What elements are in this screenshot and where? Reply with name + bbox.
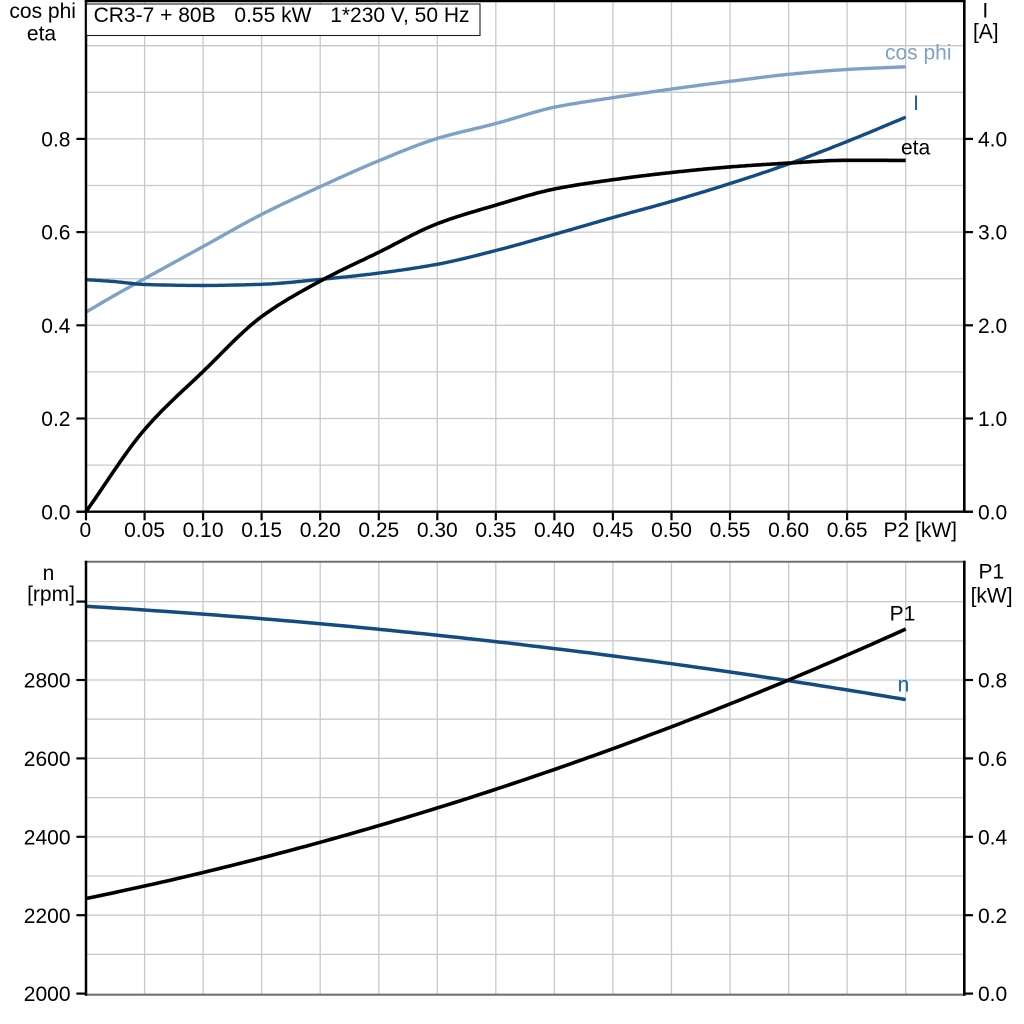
svg-text:2800: 2800 — [24, 670, 71, 693]
svg-text:0.15: 0.15 — [241, 519, 282, 542]
svg-text:0.2: 0.2 — [41, 408, 70, 431]
svg-text:1*230 V, 50 Hz: 1*230 V, 50 Hz — [330, 4, 469, 27]
svg-text:0.4: 0.4 — [41, 315, 71, 338]
svg-text:2000: 2000 — [24, 983, 71, 1006]
svg-text:0.55: 0.55 — [710, 519, 751, 542]
svg-text:CR3-7 + 80B: CR3-7 + 80B — [94, 4, 216, 27]
svg-text:0.25: 0.25 — [358, 519, 399, 542]
svg-text:I: I — [913, 92, 919, 115]
svg-text:0.4: 0.4 — [978, 826, 1008, 849]
svg-text:[rpm]: [rpm] — [27, 583, 75, 606]
svg-text:0.65: 0.65 — [827, 519, 868, 542]
svg-text:eta: eta — [27, 23, 57, 46]
svg-text:0.50: 0.50 — [651, 519, 692, 542]
svg-text:0.8: 0.8 — [978, 670, 1007, 693]
svg-text:0.6: 0.6 — [41, 222, 70, 245]
svg-text:0.0: 0.0 — [978, 983, 1007, 1006]
svg-text:0: 0 — [79, 519, 91, 542]
svg-text:cos phi: cos phi — [9, 0, 76, 23]
svg-text:0.05: 0.05 — [124, 519, 165, 542]
svg-text:0.0: 0.0 — [41, 501, 70, 524]
svg-text:[A]: [A] — [973, 21, 999, 44]
svg-text:1.0: 1.0 — [978, 408, 1007, 431]
svg-text:n: n — [43, 562, 55, 585]
svg-text:0.20: 0.20 — [300, 519, 341, 542]
svg-text:I: I — [982, 0, 988, 23]
svg-text:2200: 2200 — [24, 905, 71, 928]
svg-text:0.6: 0.6 — [978, 748, 1007, 771]
svg-text:2.0: 2.0 — [978, 315, 1007, 338]
svg-text:[kW]: [kW] — [971, 585, 1013, 608]
svg-text:0.8: 0.8 — [41, 129, 70, 152]
svg-text:0.45: 0.45 — [593, 519, 634, 542]
svg-text:cos phi: cos phi — [885, 41, 952, 64]
svg-text:P2 [kW]: P2 [kW] — [883, 519, 957, 542]
svg-text:0.55 kW: 0.55 kW — [234, 4, 311, 27]
svg-text:2600: 2600 — [24, 748, 71, 771]
svg-text:3.0: 3.0 — [978, 222, 1007, 245]
svg-text:P1: P1 — [978, 561, 1004, 584]
svg-text:0.10: 0.10 — [183, 519, 224, 542]
svg-text:0.2: 0.2 — [978, 905, 1007, 928]
svg-text:0.60: 0.60 — [768, 519, 809, 542]
svg-text:0.35: 0.35 — [475, 519, 516, 542]
svg-text:0.40: 0.40 — [534, 519, 575, 542]
svg-text:4.0: 4.0 — [978, 129, 1007, 152]
svg-text:0.30: 0.30 — [417, 519, 458, 542]
svg-text:n: n — [898, 674, 910, 697]
svg-text:P1: P1 — [890, 603, 916, 626]
svg-text:eta: eta — [901, 137, 931, 160]
svg-text:0.0: 0.0 — [978, 501, 1007, 524]
svg-text:2400: 2400 — [24, 826, 71, 849]
